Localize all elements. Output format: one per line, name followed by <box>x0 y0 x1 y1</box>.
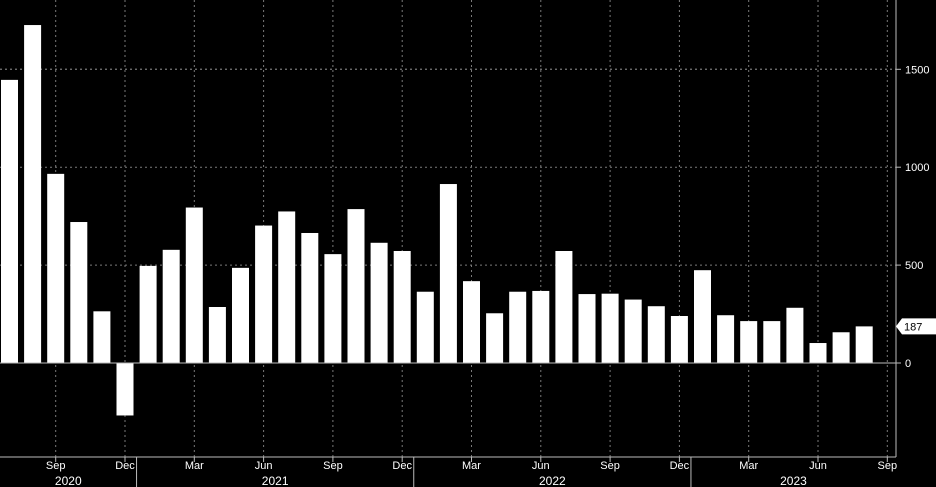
bar-2021-08 <box>301 232 319 363</box>
bar-2022-05 <box>509 291 527 363</box>
bar-2022-07 <box>555 251 573 363</box>
bar-2020-10 <box>70 222 88 363</box>
bar-2023-04 <box>763 321 781 363</box>
x-tick-label: Mar <box>462 460 481 472</box>
x-tick-label: Mar <box>185 460 204 472</box>
bar-2022-03 <box>463 281 480 363</box>
bar-2021-11 <box>370 242 388 363</box>
x-tick-label: Dec <box>392 460 412 472</box>
bar-2022-08 <box>578 294 596 363</box>
last-value-callout <box>896 318 936 335</box>
bar-2020-11 <box>93 311 111 363</box>
bar-2021-09 <box>324 254 342 363</box>
bar-2020-07 <box>1 79 18 363</box>
bar-2020-12 <box>116 363 134 416</box>
y-tick-label: 1500 <box>905 64 929 76</box>
bar-2022-01 <box>416 291 434 363</box>
x-tick-label: Mar <box>739 460 758 472</box>
x-tick-label: Sep <box>878 460 898 472</box>
bar-2021-02 <box>162 249 180 363</box>
bar-2020-09 <box>47 173 65 363</box>
x-tick-label: Sep <box>46 460 66 472</box>
bar-2023-02 <box>717 315 735 363</box>
bar-2023-01 <box>694 270 711 363</box>
year-label: 2020 <box>55 474 82 487</box>
bar-2021-05 <box>232 267 249 363</box>
bar-2021-03 <box>185 207 203 363</box>
x-tick-label: Jun <box>809 460 827 472</box>
x-tick-label: Dec <box>670 460 690 472</box>
bar-2023-06 <box>809 343 827 363</box>
bar-2023-07 <box>832 332 850 363</box>
bar-2022-09 <box>601 293 619 363</box>
x-tick-label: Jun <box>532 460 550 472</box>
labels-layer: 0 500 1000 1500 Sep Dec Mar Jun Sep Dec Mar Jun Sep D… <box>46 64 936 487</box>
bar-2023-05 <box>786 307 804 363</box>
x-tick-label: Sep <box>600 460 620 472</box>
y-tick-label: 0 <box>905 358 911 370</box>
x-tick-label: Sep <box>323 460 343 472</box>
bar-2022-04 <box>486 313 504 363</box>
year-label: 2022 <box>539 474 566 487</box>
year-label: 2023 <box>780 474 807 487</box>
bar-2020-08 <box>24 25 42 364</box>
bar-2021-01 <box>139 265 157 363</box>
bar-2022-11 <box>647 306 665 363</box>
bar-2021-10 <box>347 209 365 363</box>
bars-layer <box>1 25 873 416</box>
bar-2021-12 <box>393 251 411 363</box>
bar-2023-03 <box>740 321 758 363</box>
bar-2023-08 <box>855 326 873 363</box>
grid-layer <box>0 0 896 457</box>
bar-2022-12 <box>670 316 688 363</box>
last-value-label: 187 <box>904 321 922 333</box>
bar-2022-10 <box>624 299 642 363</box>
y-tick-label: 1000 <box>905 162 929 174</box>
axes-layer <box>0 0 901 487</box>
year-label: 2021 <box>262 474 289 487</box>
x-tick-label: Jun <box>255 460 273 472</box>
bar-2021-04 <box>208 307 226 363</box>
bar-2021-06 <box>255 225 273 363</box>
bar-2021-07 <box>278 211 296 363</box>
bar-2022-02 <box>439 184 457 363</box>
x-tick-label: Dec <box>115 460 135 472</box>
bar-2022-06 <box>532 290 550 363</box>
y-tick-label: 500 <box>905 260 923 272</box>
